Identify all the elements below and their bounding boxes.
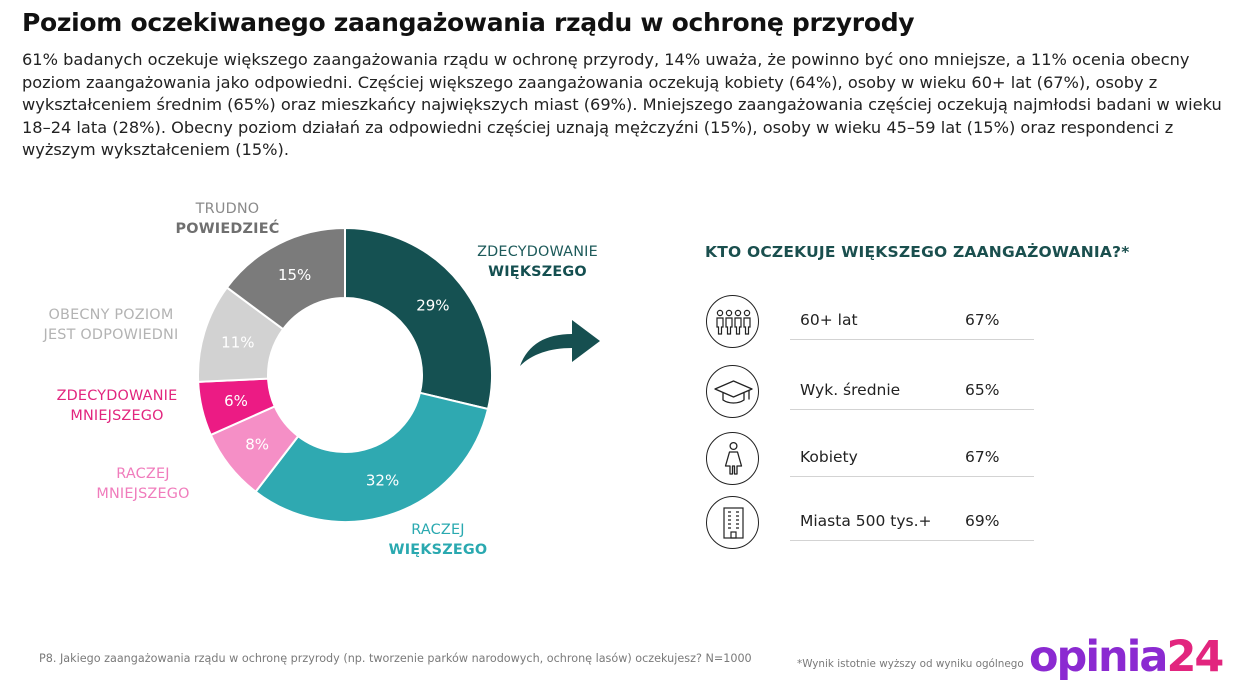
kto-row-label: 60+ lat xyxy=(800,311,858,329)
page-title: Poziom oczekiwanego zaangażowania rządu … xyxy=(22,8,915,37)
kto-row-label: Kobiety xyxy=(800,448,858,466)
label-obecny-poziom: OBECNY POZIOM JEST ODPOWIEDNI xyxy=(22,305,200,345)
label-rmn-line2: MNIEJSZEGO xyxy=(96,486,190,502)
donut-value-zw: 29% xyxy=(416,297,449,315)
kto-heading: KTO OCZEKUJE WIĘKSZEGO ZAANGAŻOWANIA?* xyxy=(705,243,1130,261)
donut-value-ob: 11% xyxy=(221,333,254,351)
logo-number: 24 xyxy=(1166,632,1224,682)
kto-row-label: Wyk. średnie xyxy=(800,381,901,399)
label-obecny-line1: OBECNY POZIOM xyxy=(48,307,174,323)
label-obecny-line2: JEST ODPOWIEDNI xyxy=(43,327,179,343)
label-zmn-line2: MNIEJSZEGO xyxy=(70,408,164,424)
label-trudno-line2: POWIEDZIEĆ xyxy=(175,221,280,237)
row-divider xyxy=(790,339,1034,340)
graduation-cap-icon xyxy=(706,365,759,418)
question-footnote: P8. Jakiego zaangażowania rządu w ochron… xyxy=(39,652,752,665)
kto-row-label: Miasta 500 tys.+ xyxy=(800,512,932,530)
label-rmn-line1: RACZEJ xyxy=(116,466,170,482)
donut-slice-tr xyxy=(225,226,346,331)
donut-value-zmn: 6% xyxy=(224,392,248,410)
opinia24-logo: opinia24 xyxy=(1029,632,1224,682)
kto-row-value: 67% xyxy=(965,311,1000,329)
label-zw-line1: ZDECYDOWANIE xyxy=(477,244,598,260)
label-trudno-line1: TRUDNO xyxy=(195,201,260,217)
donut-svg: 29% 32% 8% 6% 11% 15% xyxy=(197,226,493,523)
label-rw-line1: RACZEJ xyxy=(411,522,465,538)
logo-word: opinia xyxy=(1029,632,1168,682)
label-raczej-wiekszego: RACZEJ WIĘKSZEGO xyxy=(373,520,503,560)
label-zdecydowanie-mniejszego: ZDECYDOWANIE MNIEJSZEGO xyxy=(38,386,196,426)
row-divider xyxy=(790,409,1034,410)
donut-value-tr: 15% xyxy=(278,266,311,284)
label-zw-line2: WIĘKSZEGO xyxy=(488,264,587,280)
people-group-icon xyxy=(706,295,759,348)
label-zdecydowanie-wiekszego: ZDECYDOWANIE WIĘKSZEGO xyxy=(465,242,610,282)
building-icon xyxy=(706,496,759,549)
kto-row-value: 69% xyxy=(965,512,1000,530)
donut-value-rw: 32% xyxy=(366,472,399,490)
row-divider xyxy=(790,540,1034,541)
woman-icon xyxy=(706,432,759,485)
kto-row-miasta: Miasta 500 tys.+ 69% xyxy=(706,496,1046,552)
donut-value-rmn: 8% xyxy=(245,435,269,453)
label-raczej-mniejszego: RACZEJ MNIEJSZEGO xyxy=(78,464,208,504)
curved-arrow-icon xyxy=(520,320,600,366)
kto-row-wyk-srednie: Wyk. średnie 65% xyxy=(706,365,1046,421)
lead-paragraph: 61% badanych oczekuje większego zaangażo… xyxy=(22,50,1222,159)
kto-row-kobiety: Kobiety 67% xyxy=(706,432,1046,488)
label-rw-line2: WIĘKSZEGO xyxy=(388,542,488,558)
donut-chart: 29% 32% 8% 6% 11% 15% xyxy=(195,225,495,525)
donut-slice-zw xyxy=(344,226,493,411)
kto-row-value: 65% xyxy=(965,381,1000,399)
label-zmn-line1: ZDECYDOWANIE xyxy=(56,388,178,404)
kto-row-value: 67% xyxy=(965,448,1000,466)
kto-row-60plus: 60+ lat 67% xyxy=(706,295,1046,351)
label-trudno-powiedziec: TRUDNO POWIEDZIEĆ xyxy=(160,199,295,239)
row-divider xyxy=(790,476,1034,477)
donut-slice-rw xyxy=(254,391,490,523)
significance-note: *Wynik istotnie wyższy od wyniku ogólneg… xyxy=(797,658,1024,670)
